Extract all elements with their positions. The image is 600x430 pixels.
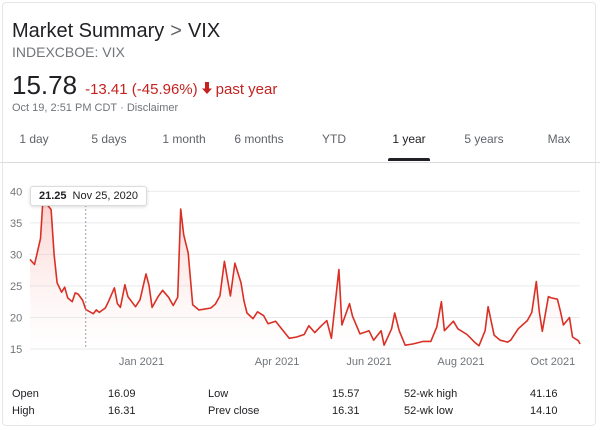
stat-value-high: 16.31 <box>108 405 136 417</box>
y-tick-label: 30 <box>10 249 22 261</box>
x-tick-label: Apr 2021 <box>255 356 300 368</box>
stat-value-low: 15.57 <box>332 388 360 400</box>
range-tabs: 1 day 5 days 1 month 6 months YTD 1 year… <box>0 124 600 163</box>
y-tick-label: 40 <box>10 186 22 198</box>
arrow-down-icon <box>201 81 212 98</box>
tab-max[interactable]: Max <box>547 132 571 146</box>
price-change: -13.41 (-45.96%) <box>85 81 198 98</box>
tab-6-months[interactable]: 6 months <box>234 132 284 146</box>
tab-1-day[interactable]: 1 day <box>19 132 49 146</box>
x-tick-label: Oct 2021 <box>531 356 576 368</box>
quote-meta: Oct 19, 2:51 PM CDT · Disclaimer <box>12 102 178 114</box>
stat-value-52wk-low: 14.10 <box>530 405 558 417</box>
x-tick-label: Jun 2021 <box>346 356 391 368</box>
breadcrumb: Market Summary > VIX <box>12 20 220 43</box>
x-tick-label: Aug 2021 <box>437 356 484 368</box>
current-price: 15.78 <box>12 70 78 100</box>
breadcrumb-separator: > <box>170 20 182 42</box>
y-tick-label: 35 <box>10 218 22 230</box>
y-tick-label: 20 <box>10 312 22 324</box>
stat-label-low: Low <box>208 388 229 400</box>
chart-price-line <box>29 188 581 347</box>
disclaimer-link[interactable]: Disclaimer <box>126 102 179 114</box>
stat-label-52wk-high: 52-wk high <box>404 388 458 400</box>
tab-1-month[interactable]: 1 month <box>162 132 206 146</box>
tab-1-year[interactable]: 1 year <box>392 132 426 146</box>
quote-timestamp: Oct 19, 2:51 PM CDT <box>12 102 118 114</box>
change-period: past year <box>215 81 278 98</box>
stat-value-prev-close: 16.31 <box>332 405 360 417</box>
y-tick-label: 25 <box>10 281 22 293</box>
stat-value-52wk-high: 41.16 <box>530 388 558 400</box>
stat-label-open: Open <box>12 388 39 400</box>
chart-tooltip: 21.25 Nov 25, 2020 <box>30 186 147 206</box>
tab-5-days[interactable]: 5 days <box>91 132 127 146</box>
price-row: 15.78 -13.41 (-45.96%) past year <box>12 70 277 101</box>
x-tick-label: Jan 2021 <box>119 356 164 368</box>
stat-label-prev-close: Prev close <box>208 405 260 417</box>
tooltip-date: Nov 25, 2020 <box>72 190 138 202</box>
tab-5-years[interactable]: 5 years <box>464 132 504 146</box>
stat-label-52wk-low: 52-wk low <box>404 405 453 417</box>
y-tick-label: 15 <box>10 344 22 356</box>
y-axis-labels: 40 35 30 25 20 15 <box>10 186 22 356</box>
chart-area-fill <box>30 189 580 349</box>
stat-value-open: 16.09 <box>108 388 136 400</box>
finance-card <box>2 2 596 426</box>
active-tab-indicator <box>388 158 430 161</box>
price-chart[interactable]: 40 35 30 25 20 15 Jan 2021 Apr 2021 Jun 2021 Aug… <box>0 175 600 380</box>
tab-ytd[interactable]: YTD <box>322 132 346 146</box>
ticker-symbol: INDEXCBOE: VIX <box>12 44 125 60</box>
meta-separator: · <box>120 102 124 114</box>
stat-label-high: High <box>12 405 35 417</box>
x-axis-labels: Jan 2021 Apr 2021 Jun 2021 Aug 2021 Oct 2021 <box>119 356 575 368</box>
breadcrumb-market-summary-link[interactable]: Market Summary <box>12 20 165 42</box>
tooltip-value: 21.25 <box>39 190 67 202</box>
breadcrumb-current: VIX <box>187 20 221 42</box>
